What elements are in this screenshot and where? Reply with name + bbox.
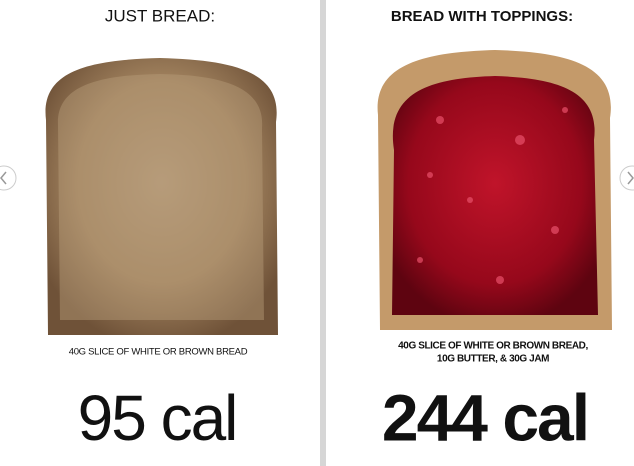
next-arrow-icon — [627, 171, 634, 185]
right-calories: 244 cal — [382, 380, 588, 454]
left-calories: 95 cal — [78, 382, 237, 454]
left-caption: 40G SLICE OF WHITE OR BROWN BREAD — [69, 347, 248, 358]
next-arrow[interactable] — [619, 165, 634, 191]
right-caption-line: 10G BUTTER, & 30G JAM — [437, 354, 549, 365]
jam-highlights — [417, 107, 568, 284]
right-caption-line: 40G SLICE OF WHITE OR BROWN BREAD, — [398, 341, 588, 352]
jam-layer — [392, 76, 598, 315]
right-title: BREAD WITH TOPPINGS: — [391, 8, 573, 25]
left-title: JUST BREAD: — [105, 6, 215, 25]
toast-crumb — [57, 74, 264, 320]
divider — [320, 0, 326, 466]
plain-toast — [45, 58, 278, 335]
prev-arrow[interactable] — [0, 165, 17, 191]
prev-arrow-icon — [0, 171, 7, 185]
